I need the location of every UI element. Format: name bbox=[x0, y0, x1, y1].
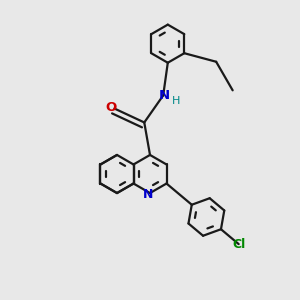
Text: N: N bbox=[143, 188, 154, 201]
Text: N: N bbox=[159, 89, 170, 102]
Text: O: O bbox=[106, 100, 117, 113]
Text: H: H bbox=[172, 96, 180, 106]
Text: Cl: Cl bbox=[232, 238, 245, 250]
